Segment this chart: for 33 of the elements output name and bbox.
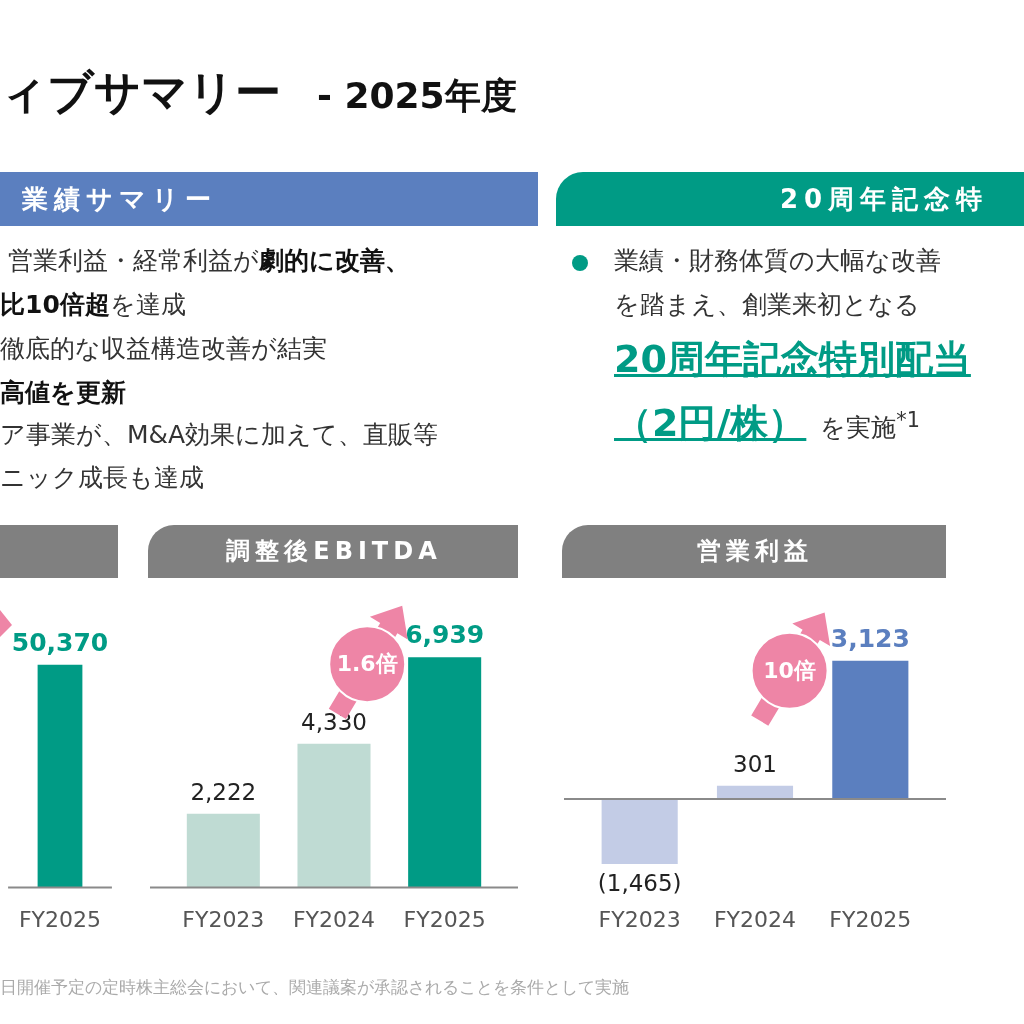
text: 日開催予定の定時株主総会において、関連議案が承認されることを条件として実施 <box>0 977 629 997</box>
text: を踏まえ、創業来初となる <box>614 290 920 319</box>
annotation: 10倍 <box>762 656 817 685</box>
x-tick-label: FY2023 <box>182 906 265 932</box>
text: 劇的に改善、 <box>259 246 410 275</box>
x-tick-label: FY2023 <box>598 906 681 932</box>
text: 20周年記念特 <box>780 184 989 214</box>
data-label: 3,123 <box>830 623 910 653</box>
data-label: 50,370 <box>11 627 109 657</box>
text: 高値を更新 <box>0 378 126 407</box>
text: を実施$^{*1}$ <box>820 407 920 442</box>
data-label: 301 <box>733 751 777 778</box>
text: - 2025年度 <box>317 75 517 116</box>
x-tick-label: FY2024 <box>292 906 376 932</box>
data-label: 4,330 <box>301 709 367 736</box>
text: 比10倍超 <box>0 290 110 319</box>
text: ニック成長も達成 <box>0 463 204 492</box>
text: を達成 <box>109 290 186 319</box>
text: 業績・財務体質の大幅な改善 <box>614 246 941 275</box>
text: 業績サマリー <box>22 184 217 214</box>
x-tick-label: FY2024 <box>713 906 797 932</box>
text: ア事業が、M&A効果に加えて、直販等 <box>0 420 439 449</box>
annotation: 1.6倍 <box>335 650 399 679</box>
x-tick-label: FY2025 <box>18 906 102 932</box>
data-label: 6,939 <box>405 620 485 650</box>
text: ィブサマリー <box>0 65 281 119</box>
x-tick-label: FY2025 <box>829 906 912 932</box>
text: 徹底的な収益構造改善が結実 <box>0 334 327 363</box>
text: （2円/株） <box>614 401 807 445</box>
text: 営業利益・経常利益が <box>8 246 259 275</box>
data-label: (1,465) <box>597 870 682 897</box>
data-label: 2,222 <box>190 779 257 806</box>
x-tick-label: FY2025 <box>403 906 486 932</box>
